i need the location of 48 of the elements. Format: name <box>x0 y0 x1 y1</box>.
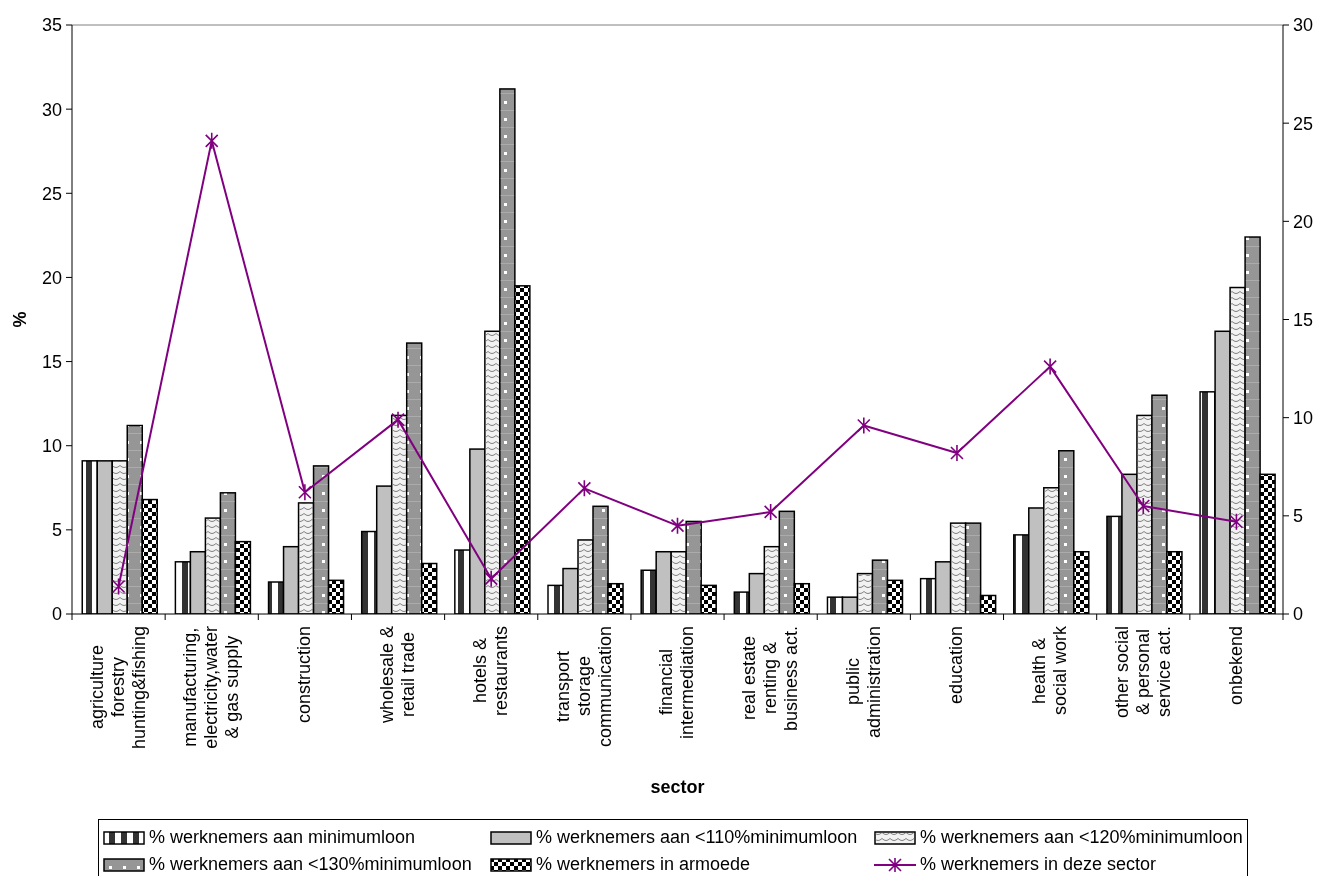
x-tick-label: hotels & restaurants <box>470 626 513 717</box>
y-tick-label: 35 <box>41 15 62 36</box>
y-axis-title: % <box>10 311 30 328</box>
point <box>1043 357 1057 376</box>
x-tick-label: other social & personal service act. <box>1111 626 1175 719</box>
x-tick-label: education <box>946 626 968 705</box>
x-tick-label: onbekend <box>1225 626 1247 706</box>
x-tick-label: agriculture forestry hunting&fishing <box>87 626 151 750</box>
x-tick-label: construction <box>294 626 316 724</box>
x-axis-title: sector <box>650 777 705 797</box>
y-tick-label: 0 <box>51 604 62 625</box>
y-tick-label: 30 <box>41 99 62 120</box>
legend-label: % werknemers in deze sector <box>920 854 1157 875</box>
y-tick-label: 10 <box>41 436 62 457</box>
legend-label: % werknemers aan <130%minimumloon <box>149 854 472 875</box>
y-tick-label: 20 <box>41 267 62 288</box>
point <box>204 132 219 150</box>
legend-label: % werknemers aan minimumloon <box>149 827 416 848</box>
y2-tick-label: 15 <box>1293 309 1314 330</box>
x-tick-label: health & social work <box>1029 626 1072 716</box>
y2-tick-label: 5 <box>1293 506 1304 527</box>
x-tick-label: real estate renting & business act. <box>739 626 803 732</box>
point <box>950 444 964 462</box>
point <box>1229 512 1244 531</box>
point <box>763 503 778 521</box>
x-tick-label: financial intermediation <box>656 626 699 740</box>
point <box>298 483 312 502</box>
y2-tick-label: 25 <box>1293 113 1314 134</box>
y-tick-label: 25 <box>41 183 62 204</box>
legend-label: % werknemers aan <110%minimumloon <box>536 827 858 848</box>
y-tick-label: 5 <box>51 520 62 541</box>
y2-tick-label: 20 <box>1293 211 1314 232</box>
point <box>670 516 685 535</box>
point <box>1136 497 1151 515</box>
y2-tick-label: 10 <box>1293 408 1314 429</box>
x-tick-label: public administration <box>842 626 885 739</box>
legend-label: % werknemers in armoede <box>536 854 751 875</box>
y2-tick-label: 30 <box>1293 15 1314 36</box>
point <box>391 410 405 429</box>
point <box>857 416 871 435</box>
point <box>577 479 592 498</box>
y-tick-label: 15 <box>41 351 62 372</box>
point <box>111 577 126 596</box>
x-tick-label: transport storage communication <box>552 626 616 748</box>
x-tick-label: wholesale & retail trade <box>377 626 419 724</box>
point <box>484 569 498 588</box>
y2-tick-label: 0 <box>1293 604 1304 625</box>
legend-label: % werknemers aan <120%minimumloon <box>920 827 1243 848</box>
